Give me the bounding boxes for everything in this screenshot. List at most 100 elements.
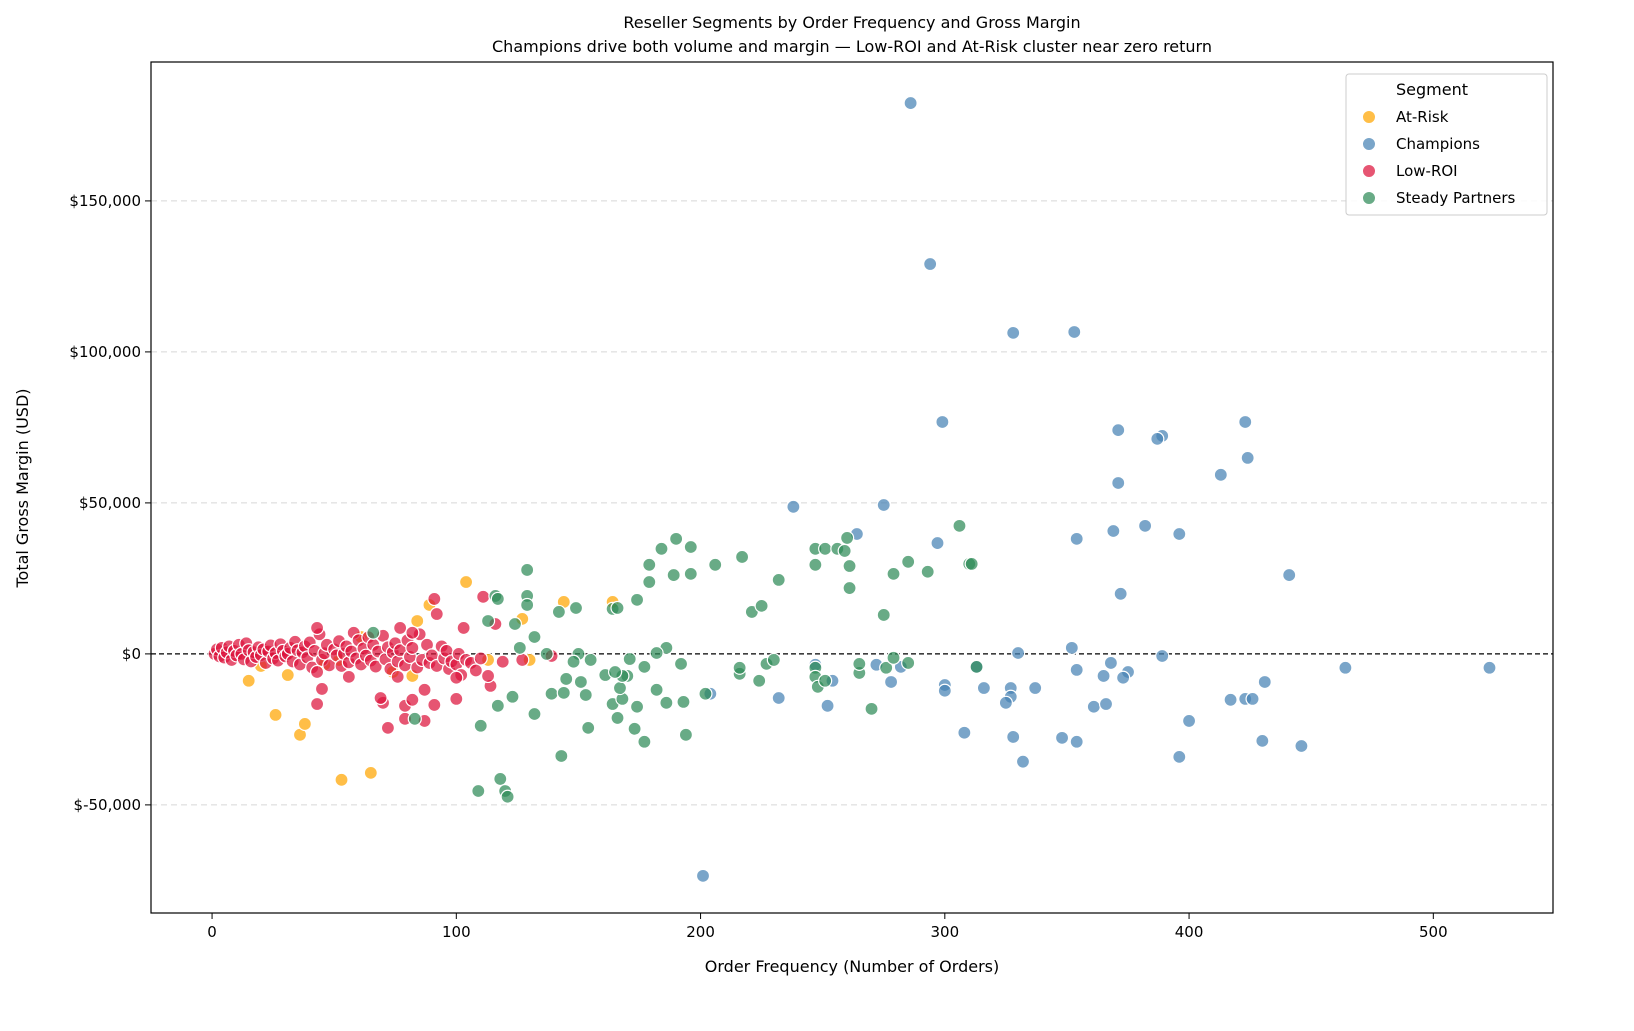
data-point [515, 652, 530, 668]
data-point [405, 640, 420, 655]
data-point [309, 696, 325, 712]
data-point [363, 765, 378, 780]
data-point [695, 868, 711, 883]
data-point [314, 681, 330, 697]
data-point [1086, 699, 1101, 714]
legend-box [1345, 73, 1548, 216]
data-point [1028, 680, 1043, 696]
data-point [334, 772, 349, 787]
data-point [654, 541, 669, 556]
data-point [673, 656, 689, 671]
data-point [1116, 670, 1131, 685]
data-point [659, 695, 674, 710]
y-tick-label: $50,000 [79, 494, 141, 512]
y-axis-ticks: $-50,000 $0 $50,000 $100,000 $150,000 [69, 192, 151, 814]
data-point [405, 692, 420, 707]
data-point [1172, 526, 1187, 542]
data-point [1223, 692, 1238, 707]
data-point [883, 674, 899, 690]
data-point [1338, 660, 1353, 675]
data-point [1069, 662, 1084, 678]
legend-label: Low-ROI [1396, 162, 1458, 180]
legend-marker [1362, 191, 1376, 205]
data-point [683, 566, 698, 581]
data-point [556, 685, 571, 700]
data-point [490, 698, 505, 713]
data-point [417, 682, 432, 697]
data-point [1294, 738, 1309, 754]
data-point [666, 567, 681, 583]
data-point [520, 562, 535, 578]
legend-label: Champions [1396, 135, 1480, 153]
x-tick-label: 200 [686, 923, 715, 941]
data-point [734, 549, 750, 565]
data-point [1111, 423, 1126, 438]
data-point [1106, 523, 1121, 539]
data-point [669, 531, 684, 546]
data-point [629, 699, 645, 714]
data-point [505, 689, 520, 704]
data-point [1255, 733, 1270, 748]
data-point [808, 557, 823, 572]
data-point [512, 640, 527, 655]
data-point [568, 600, 584, 616]
data-point [1098, 696, 1114, 712]
data-point [622, 651, 637, 667]
x-tick-label: 100 [442, 923, 471, 941]
data-point [490, 591, 505, 607]
data-point [495, 654, 510, 669]
x-tick-label: 0 [207, 923, 217, 941]
data-point [1213, 467, 1228, 482]
data-point [766, 652, 781, 668]
y-tick-label: $150,000 [69, 192, 141, 210]
data-point [642, 557, 657, 572]
data-point [752, 673, 767, 688]
data-point [393, 620, 408, 636]
data-point [786, 499, 801, 514]
data-point [732, 660, 747, 675]
data-point [837, 543, 852, 559]
data-point [903, 95, 918, 111]
data-point [390, 669, 405, 684]
data-point [876, 497, 891, 513]
data-point [1138, 518, 1153, 533]
data-point [527, 706, 542, 722]
data-point [1282, 567, 1297, 583]
data-point [957, 725, 972, 740]
data-point [876, 607, 891, 623]
data-point [380, 720, 396, 735]
chart-title: Reseller Segments by Order Frequency and… [623, 13, 1080, 32]
data-point [405, 625, 420, 640]
data-point [976, 680, 991, 696]
x-tick-label: 300 [930, 923, 959, 941]
data-point [935, 414, 950, 430]
data-point [629, 592, 645, 607]
data-point [930, 535, 945, 551]
data-point [368, 659, 383, 674]
data-point [341, 669, 356, 684]
data-point [566, 654, 581, 669]
data-point [471, 783, 486, 799]
data-point [820, 698, 835, 713]
data-point [527, 629, 542, 645]
data-point [473, 651, 488, 666]
series-steady-partners [366, 518, 984, 804]
legend-marker [1362, 137, 1376, 151]
data-point [920, 564, 935, 579]
data-point [480, 668, 496, 684]
data-point [879, 660, 894, 675]
data-point [1245, 691, 1260, 706]
data-point [1238, 414, 1253, 430]
data-point [698, 686, 713, 701]
data-point [449, 670, 464, 685]
data-point [573, 674, 588, 690]
data-point [1067, 324, 1082, 340]
data-point [554, 748, 569, 764]
data-point [818, 673, 833, 688]
data-point [539, 646, 554, 661]
data-point [583, 652, 598, 668]
data-point [1111, 475, 1126, 491]
data-point [458, 574, 474, 590]
data-point [676, 694, 691, 710]
